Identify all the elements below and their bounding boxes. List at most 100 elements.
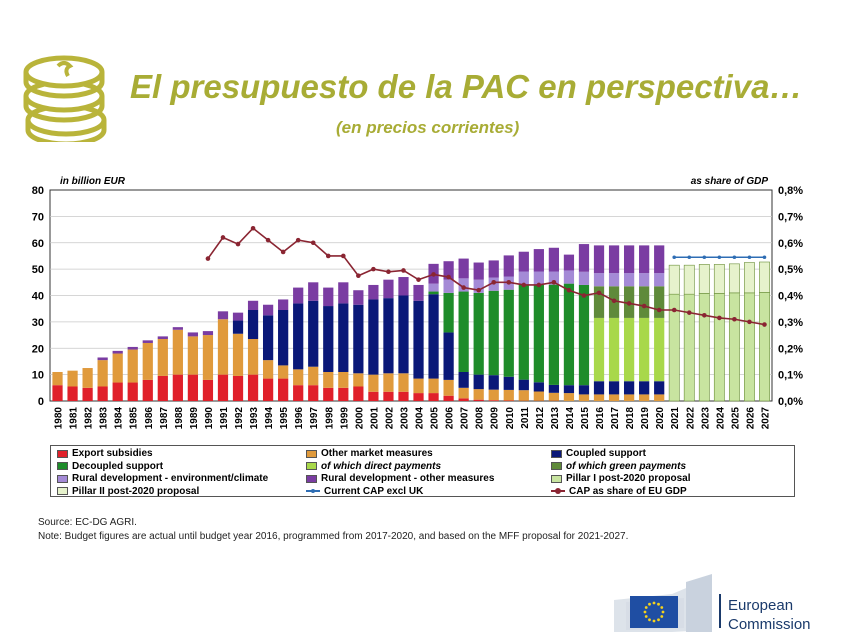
bar-segment (593, 273, 605, 287)
legend-label: of which green payments (566, 460, 687, 472)
eu-flag-icon (614, 574, 721, 632)
line-point (686, 310, 692, 315)
x-tick-label: 2017 (610, 407, 621, 430)
y-right-tick-label: 0,4% (778, 291, 803, 303)
bar-segment (563, 385, 575, 394)
x-tick-label: 2025 (730, 407, 741, 430)
x-tick-label: 1980 (54, 407, 65, 430)
bar-segment (578, 385, 590, 395)
bar-segment (383, 391, 394, 401)
bar-segment (247, 339, 259, 375)
bar-segment (323, 306, 334, 372)
y-right-tick-label: 0,0% (778, 396, 803, 408)
bar-segment (172, 327, 183, 330)
legend-label: Export subsidies (72, 448, 153, 459)
bar-segment (488, 290, 499, 376)
bar-segment (172, 329, 183, 375)
gdp-share-line (207, 227, 765, 326)
legend-item: Rural development - environment/climate (57, 473, 268, 484)
x-tick-label: 2009 (490, 407, 501, 430)
bar-segment (639, 245, 650, 274)
bar-segment (323, 371, 334, 388)
legend-label: Rural development - other measures (321, 473, 495, 484)
x-tick-label: 1983 (99, 407, 110, 430)
bar-segment (398, 373, 409, 392)
legend-swatch (551, 474, 562, 483)
bar-segment (247, 374, 259, 401)
legend-swatch (306, 474, 317, 483)
line-point (446, 274, 451, 280)
bar-segment (428, 291, 439, 295)
legend-swatch (306, 449, 317, 458)
line-point (220, 235, 226, 240)
legend-item: Export subsidies (57, 448, 153, 459)
bar-segment (548, 271, 560, 285)
x-tick-label: 1988 (174, 407, 185, 430)
bar-segment (82, 387, 93, 401)
line-point (371, 266, 376, 272)
x-tick-label: 2023 (700, 407, 711, 430)
bar-segment (413, 393, 424, 401)
bar-segment (142, 340, 153, 343)
bar-segment (398, 295, 409, 374)
y-right-tick-label: 0,2% (778, 343, 803, 355)
x-tick-label: 2004 (415, 407, 426, 430)
bar-segment (262, 304, 274, 316)
bar-segment (578, 394, 590, 401)
page-title: El presupuesto de la PAC en perspectiva… (130, 68, 803, 105)
bar-segment (232, 320, 244, 334)
bar-segment (608, 394, 620, 401)
bar-segment (578, 244, 590, 272)
bar-segment (623, 273, 635, 287)
bar-segment (593, 394, 605, 401)
x-tick-label: 1998 (324, 407, 335, 430)
bar-segment (247, 310, 259, 340)
bar-segment (443, 261, 454, 280)
bar-segment (654, 381, 665, 395)
bar-segment (157, 375, 168, 401)
bar-segment (473, 292, 484, 375)
bar-segment (713, 293, 725, 402)
bar-segment (563, 283, 575, 386)
legend-swatch (57, 474, 68, 483)
bar-segment (458, 278, 469, 292)
bar-segment (413, 284, 424, 301)
bar-segment (127, 346, 138, 350)
x-tick-label: 2008 (475, 407, 486, 430)
line-point (401, 268, 406, 273)
bar-segment (262, 360, 274, 379)
y-tick-label: 30 (32, 317, 44, 329)
chart-source: Source: EC-DG AGRI. Note: Budget figures… (38, 516, 628, 544)
x-tick-label: 1991 (219, 407, 230, 430)
bar-segment (338, 387, 349, 401)
line-point (732, 255, 737, 260)
bar-segment (698, 293, 710, 402)
x-tick-label: 2014 (565, 407, 576, 430)
bar-segment (187, 374, 199, 401)
bar-segment (353, 304, 364, 374)
bar-segment (683, 293, 695, 402)
bar-segment (728, 292, 740, 402)
ec-logo-text: European Commission (728, 596, 811, 634)
x-tick-label: 1996 (294, 407, 305, 430)
bar-segment (97, 357, 108, 361)
x-tick-label: 1987 (159, 407, 170, 430)
bar-segment (593, 245, 605, 274)
legend-item: Current CAP excl UK (306, 486, 423, 497)
bar-segment (759, 261, 770, 293)
line-point (732, 316, 737, 322)
x-tick-label: 2018 (625, 407, 636, 430)
legend-item: of which green payments (551, 461, 686, 472)
line-point (596, 290, 602, 296)
bar-segment (112, 350, 123, 354)
legend-item: Pillar II post-2020 proposal (57, 486, 199, 497)
bar-segment (353, 386, 364, 401)
bar-segment (488, 375, 499, 390)
bar-segment (548, 384, 560, 393)
bar-segment (278, 310, 289, 366)
bar-segment (278, 299, 289, 311)
line-point (310, 240, 316, 246)
bar-segment (759, 292, 770, 402)
bar-segment (293, 369, 304, 386)
legend-swatch (57, 449, 68, 458)
